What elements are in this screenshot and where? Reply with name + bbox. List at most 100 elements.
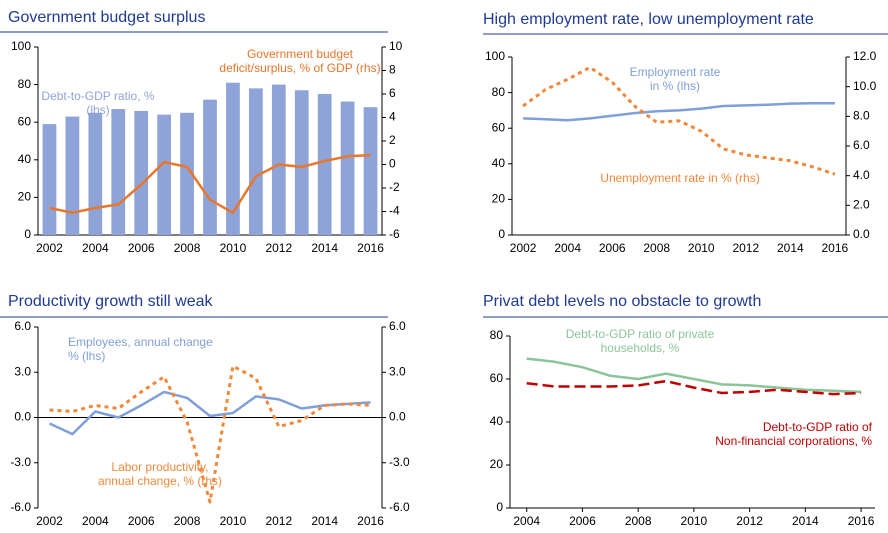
series-line	[526, 357, 862, 394]
y-tick-label: 40	[492, 156, 506, 170]
series-label-line: Employment rate	[630, 65, 721, 79]
y2-tick-label: -2	[389, 180, 400, 194]
y-tick-label: 0.0	[14, 410, 31, 424]
y2-tick-label: 10.0	[853, 79, 877, 93]
y-tick-label: 60	[492, 120, 506, 134]
y2-tick-label: 2.0	[853, 198, 870, 212]
y2-tick-label: 4	[389, 110, 396, 124]
y2-tick-label: -6.0	[389, 500, 410, 514]
bar	[134, 110, 149, 235]
chart-title: Privat debt levels no obstacle to growth	[483, 293, 761, 310]
series-line	[49, 364, 371, 504]
y-tick-label: 0	[498, 227, 505, 241]
x-tick-label: 2016	[822, 241, 849, 255]
x-tick-label: 2006	[599, 241, 626, 255]
x-tick-label: 2014	[792, 514, 819, 528]
chart-title: Productivity growth still weak	[8, 293, 214, 310]
y2-tick-label: 6	[389, 86, 396, 100]
bar	[248, 88, 263, 235]
series-label-line: (lhs)	[86, 103, 109, 117]
y-tick-label: 40	[18, 152, 32, 166]
x-tick-label: 2016	[357, 241, 384, 255]
series-line	[49, 153, 371, 214]
bar	[340, 101, 355, 236]
series-label-line: Debt-to-GDP ratio, %	[41, 89, 154, 103]
x-tick-label: 2002	[36, 241, 63, 255]
series-label-line: Debt-to-GDP ratio of	[763, 420, 873, 434]
series-label: Employees, annual change% (lhs)	[68, 335, 213, 363]
y-tick-label: 80	[490, 328, 504, 342]
bar	[363, 107, 378, 235]
bar	[317, 94, 332, 235]
x-tick-label: 2006	[128, 514, 155, 528]
y2-tick-label: -6	[389, 227, 400, 241]
x-tick-label: 2016	[357, 514, 384, 528]
y-tick-label: 100	[485, 49, 505, 63]
y2-tick-label: 6.0	[853, 138, 870, 152]
y-tick-label: 20	[18, 190, 32, 204]
x-tick-label: 2008	[174, 514, 201, 528]
chart-title: High employment rate, low unemployment r…	[483, 11, 814, 28]
series-label-line: deficit/surplus, % of GDP (rhs)	[219, 61, 380, 75]
y2-tick-label: -4	[389, 204, 400, 218]
x-tick-label: 2004	[554, 241, 581, 255]
y2-tick-label: 3.0	[389, 364, 406, 378]
bar	[180, 112, 194, 235]
series-label: Debt-to-GDP ratio of Non-financial corpor…	[715, 420, 872, 448]
bar	[42, 124, 57, 235]
series-label-line: in % (lhs)	[650, 79, 700, 93]
y2-tick-label: 0.0	[853, 227, 870, 241]
y-tick-label: 0	[24, 227, 31, 241]
bar	[88, 112, 103, 235]
y-tick-label: 60	[18, 114, 32, 128]
x-tick-label: 2008	[643, 241, 670, 255]
bar	[203, 99, 217, 235]
y2-tick-label: 10	[389, 39, 403, 53]
x-tick-label: 2010	[688, 241, 715, 255]
y-tick-label: 20	[490, 457, 504, 471]
y2-tick-label: 8	[389, 63, 396, 77]
y-tick-label: 6.0	[14, 319, 31, 333]
y-tick-label: 60	[490, 371, 504, 385]
x-tick-label: 2010	[220, 514, 247, 528]
y-tick-label: -3.0	[10, 455, 31, 469]
y2-tick-label: -3.0	[389, 455, 410, 469]
bar	[65, 116, 80, 235]
y-tick-label: 80	[492, 85, 506, 99]
x-tick-label: 2004	[82, 514, 109, 528]
series-label-line: Unemployment rate in % (rhs)	[600, 171, 759, 185]
y-tick-label: 80	[18, 77, 32, 91]
series-label-line: annual change, % (rhs)	[98, 474, 222, 488]
series-label-line: % (lhs)	[68, 349, 105, 363]
x-tick-label: 2014	[311, 514, 338, 528]
series-label: Debt-to-GDP ratio, % (lhs)	[41, 89, 154, 117]
series-line	[522, 65, 836, 176]
x-tick-label: 2012	[265, 514, 292, 528]
series-label-line: Employees, annual change	[68, 335, 213, 349]
x-tick-label: 2014	[777, 241, 804, 255]
y2-tick-label: 8.0	[853, 109, 870, 123]
x-tick-label: 2002	[36, 514, 63, 528]
x-tick-label: 2016	[848, 514, 875, 528]
y2-tick-label: 12.0	[853, 49, 877, 63]
y-tick-label: -6.0	[10, 500, 31, 514]
x-tick-label: 2008	[625, 514, 652, 528]
series-label-line: Labor productivity,	[111, 460, 208, 474]
series-label-line: Government budget	[247, 47, 354, 61]
series-line	[526, 379, 862, 396]
series-label: Unemployment rate in % (rhs)	[600, 171, 759, 185]
y-tick-label: 0	[496, 500, 503, 514]
x-tick-label: 2004	[513, 514, 540, 528]
y2-tick-label: 6.0	[389, 319, 406, 333]
x-tick-label: 2012	[736, 514, 763, 528]
x-tick-label: 2004	[82, 241, 109, 255]
series-label-line: Debt-to-GDP ratio of private	[566, 327, 715, 341]
y2-tick-label: 4.0	[853, 168, 870, 182]
series-label-line: households, %	[601, 341, 680, 355]
series-label: Labor productivity, annual change, % (rhs…	[98, 460, 222, 488]
y-tick-label: 20	[492, 192, 506, 206]
y-tick-label: 100	[11, 39, 31, 53]
bar	[111, 109, 126, 235]
series-label: Debt-to-GDP ratio of private households, …	[566, 327, 715, 355]
